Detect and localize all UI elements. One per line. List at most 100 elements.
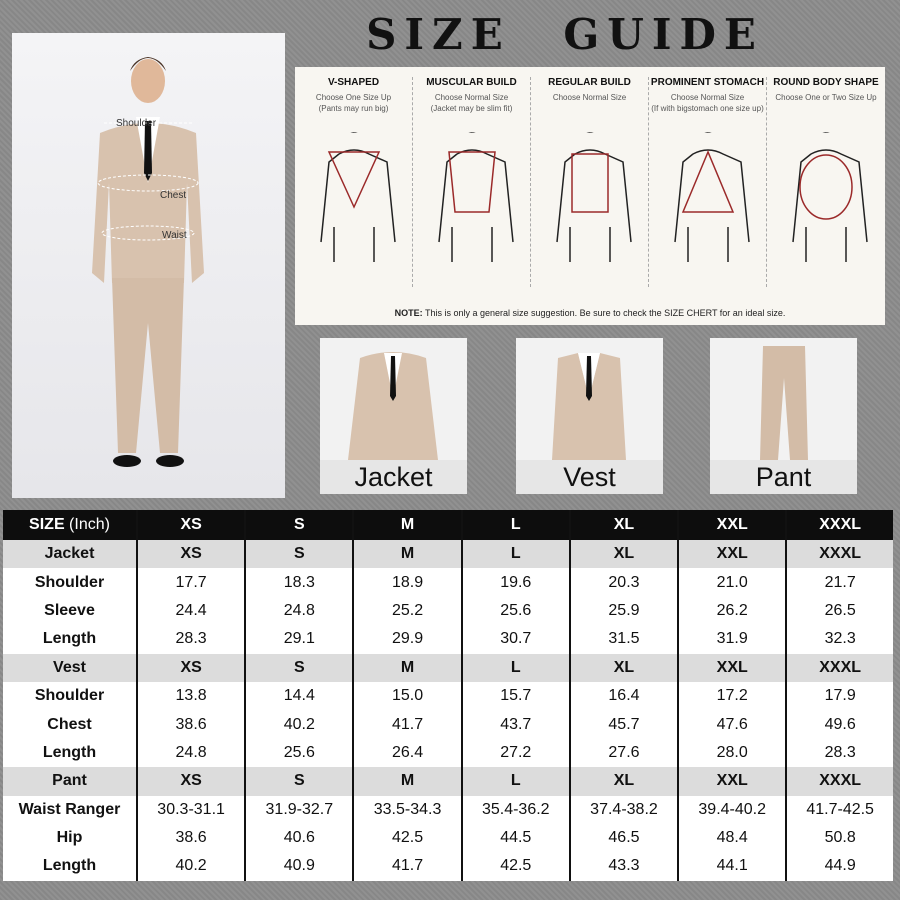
- table-cell: 37.4-38.2: [568, 795, 679, 824]
- table-cell: 20.3: [568, 568, 679, 597]
- chest-label: Chest: [160, 190, 187, 201]
- table-cell: 24.8: [135, 738, 246, 768]
- table-cell: 17.9: [785, 681, 893, 711]
- table-cell: 28.0: [677, 738, 787, 768]
- size-column-header: XL: [568, 510, 679, 540]
- table-row: Length 28.3 29.1 29.9 30.7 31.5 31.9 32.3: [3, 625, 893, 654]
- size-note: NOTE: This is only a general size sugges…: [295, 308, 885, 318]
- body-type-tip: Choose Normal Size: [552, 93, 627, 102]
- table-cell: 25.9: [568, 596, 679, 626]
- table-cell: 25.6: [460, 596, 570, 626]
- row-label: Shoulder: [3, 568, 137, 597]
- table-cell: XS: [135, 767, 246, 796]
- table-cell: XXXL: [785, 653, 893, 682]
- table-cell: 40.2: [244, 710, 354, 739]
- table-cell: 19.6: [460, 568, 570, 597]
- table-cell: L: [460, 540, 570, 569]
- table-cell: S: [244, 540, 354, 569]
- table-cell: 38.6: [135, 823, 246, 853]
- body-figure-icon: [320, 132, 396, 262]
- row-label: Jacket: [3, 540, 137, 569]
- table-cell: 17.2: [677, 681, 787, 711]
- table-cell: 15.0: [352, 681, 462, 711]
- body-type-trapezoid: MUSCULAR BUILD Choose Normal Size (Jacket …: [413, 77, 531, 287]
- section-row: Vest XS S M L XL XXL XXXL: [3, 653, 893, 682]
- table-row: Sleeve 24.4 24.8 25.2 25.6 25.9 26.2 26.5: [3, 596, 893, 626]
- product-jacket: Jacket: [320, 338, 467, 494]
- table-row: Hip 38.6 40.6 42.5 44.5 46.5 48.4 50.8: [3, 823, 893, 853]
- table-cell: L: [460, 653, 570, 682]
- table-cell: 26.4: [352, 738, 462, 768]
- body-type-oval: ROUND BODY SHAPE Choose One or Two Size U…: [767, 77, 885, 287]
- body-type-tip: Choose Normal Size (Jacket may be slim fi…: [430, 93, 513, 113]
- size-column-header: M: [352, 510, 462, 540]
- table-cell: 21.7: [785, 568, 893, 597]
- body-type-tip: Choose One Size Up (Pants may run big): [315, 93, 392, 113]
- table-cell: M: [352, 540, 462, 569]
- body-type-name: ROUND BODY SHAPE: [773, 77, 879, 88]
- table-cell: 50.8: [785, 823, 893, 853]
- table-cell: 26.5: [785, 596, 893, 626]
- table-cell: 27.2: [460, 738, 570, 768]
- table-cell: 47.6: [677, 710, 787, 739]
- body-type-inverted-triangle: V-SHAPED Choose One Size Up (Pants may run…: [295, 77, 413, 287]
- table-cell: XL: [568, 767, 679, 796]
- product-label: Vest: [516, 460, 663, 494]
- table-cell: 31.9: [677, 625, 787, 654]
- table-cell: 44.1: [677, 852, 787, 881]
- model-illustration: [92, 57, 204, 467]
- table-cell: 24.8: [244, 596, 354, 626]
- row-label: Vest: [3, 653, 137, 682]
- table-header-row: SIZE (Inch) XS S M L XL XXL XXXL: [3, 510, 893, 540]
- body-type-tip: Choose Normal Size (If with bigstomach on…: [651, 93, 764, 113]
- body-type-tip: Choose One or Two Size Up: [775, 93, 877, 102]
- table-cell: XXL: [677, 653, 787, 682]
- table-cell: 21.0: [677, 568, 787, 597]
- body-figure-icon: [792, 132, 868, 262]
- shoulder-label: Shoulder: [116, 118, 157, 129]
- row-label: Length: [3, 625, 137, 654]
- size-column-header: XS: [135, 510, 246, 540]
- table-cell: 41.7: [352, 852, 462, 881]
- product-label: Jacket: [320, 460, 467, 494]
- size-column-header: L: [460, 510, 570, 540]
- row-label: Length: [3, 738, 137, 768]
- page-title: SIZE GUIDE: [366, 10, 764, 59]
- note-text: This is only a general size suggestion. …: [422, 308, 786, 318]
- table-cell: 14.4: [244, 681, 354, 711]
- table-cell: 49.6: [785, 710, 893, 739]
- table-cell: 30.3-31.1: [135, 795, 246, 824]
- model-photo: Shoulder Chest Waist: [12, 33, 285, 498]
- table-cell: 29.1: [244, 625, 354, 654]
- row-label: Length: [3, 852, 137, 881]
- table-cell: 13.8: [135, 681, 246, 711]
- table-cell: 40.6: [244, 823, 354, 853]
- size-header: SIZE (Inch): [3, 510, 137, 540]
- table-cell: S: [244, 653, 354, 682]
- table-cell: XL: [568, 540, 679, 569]
- size-column-header: XXL: [677, 510, 787, 540]
- table-row: Length 24.8 25.6 26.4 27.2 27.6 28.0 28.3: [3, 738, 893, 768]
- table-cell: 48.4: [677, 823, 787, 853]
- table-cell: 38.6: [135, 710, 246, 739]
- body-figure-icon: [438, 132, 514, 262]
- section-row: Jacket XS S M L XL XXL XXXL: [3, 540, 893, 569]
- body-type-name: V-SHAPED: [327, 77, 380, 88]
- table-cell: XL: [568, 653, 679, 682]
- table-cell: 39.4-40.2: [677, 795, 787, 824]
- section-row: Pant XS S M L XL XXL XXXL: [3, 767, 893, 796]
- body-type-name: REGULAR BUILD: [548, 77, 631, 88]
- table-cell: 27.6: [568, 738, 679, 768]
- table-cell: 32.3: [785, 625, 893, 654]
- table-cell: 28.3: [785, 738, 893, 768]
- table-cell: XXXL: [785, 767, 893, 796]
- table-cell: XXL: [677, 540, 787, 569]
- table-cell: S: [244, 767, 354, 796]
- row-label: Hip: [3, 823, 137, 853]
- table-row: Shoulder 13.8 14.4 15.0 15.7 16.4 17.2 17.9: [3, 681, 893, 711]
- body-type-name: PROMINENT STOMACH: [650, 77, 765, 88]
- size-chart-table: SIZE (Inch) XS S M L XL XXL XXXL Jacket XS S M L XL XX…: [3, 510, 893, 881]
- table-cell: XXL: [677, 767, 787, 796]
- table-cell: L: [460, 767, 570, 796]
- size-column-header: S: [244, 510, 354, 540]
